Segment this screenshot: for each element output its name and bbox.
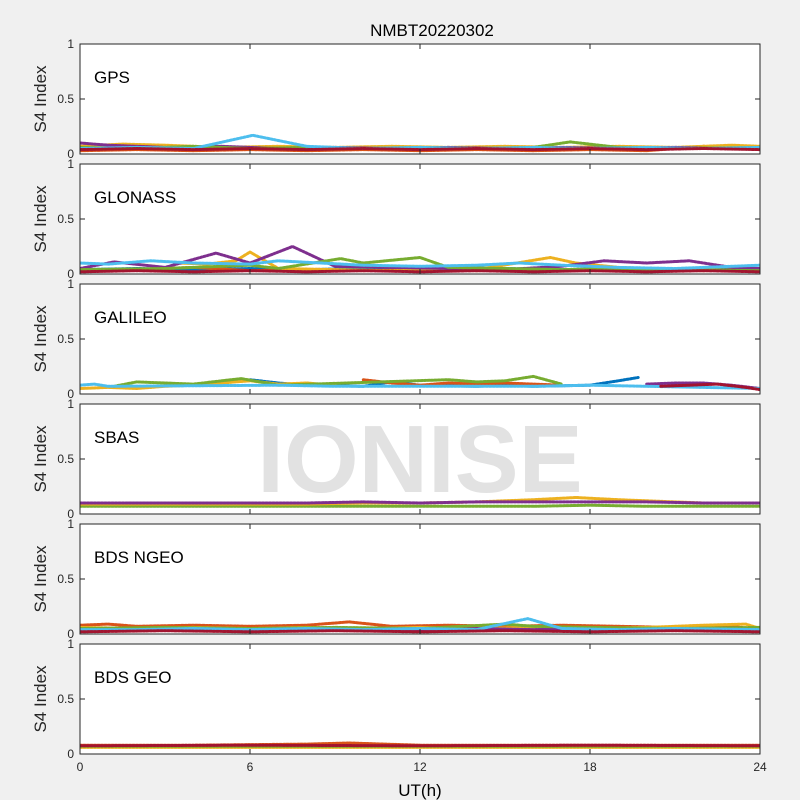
series-line (80, 617, 760, 632)
series-group (80, 496, 760, 508)
chart-title: NMBT20220302 (370, 21, 494, 40)
y-tick-label: 0.5 (57, 332, 74, 346)
y-tick-label: 0 (67, 267, 74, 281)
series-group (80, 741, 760, 749)
plot-area (80, 404, 760, 514)
y-tick-label: 0.5 (57, 692, 74, 706)
x-tick-label: 0 (77, 760, 84, 774)
plot-area (80, 644, 760, 754)
y-tick-label: 0.5 (57, 452, 74, 466)
y-tick-label: 1 (67, 157, 74, 171)
series-line (80, 503, 760, 508)
series-line (361, 378, 564, 387)
y-tick-label: 0.5 (57, 92, 74, 106)
y-tick-label: 0.5 (57, 572, 74, 586)
panels-group: 0 0.5 1 S4 Index GPS 0 0.5 1 S4 Index GLONASS 0 0.5… (31, 37, 767, 774)
y-axis-label: S4 Index (31, 545, 50, 613)
y-tick-label: 0 (67, 387, 74, 401)
series-line (112, 374, 564, 388)
panel-1: 0 0.5 1 S4 Index GLONASS (31, 157, 761, 281)
y-tick-label: 0 (67, 507, 74, 521)
plot-area (80, 164, 760, 274)
y-tick-label: 0 (67, 147, 74, 161)
y-tick-label: 1 (67, 397, 74, 411)
series-group (80, 374, 760, 392)
series-group (80, 133, 760, 153)
panel-0: 0 0.5 1 S4 Index GPS (31, 37, 761, 161)
panel-label: GPS (94, 68, 130, 87)
watermark: IONISE (257, 406, 582, 513)
y-axis-label: S4 Index (31, 65, 50, 133)
y-tick-label: 0 (67, 747, 74, 761)
panel-label: BDS NGEO (94, 548, 184, 567)
plot-area (80, 284, 760, 394)
y-tick-label: 0.5 (57, 212, 74, 226)
panel-4: 0 0.5 1 S4 Index BDS NGEO (31, 517, 761, 641)
panel-label: GALILEO (94, 308, 167, 327)
y-axis-label: S4 Index (31, 425, 50, 493)
series-group (80, 245, 760, 274)
y-axis-label: S4 Index (31, 305, 50, 373)
y-tick-label: 1 (67, 277, 74, 291)
panel-5: 0 0.5 1 S4 Index BDS GEO (31, 637, 761, 761)
x-tick-label: 6 (247, 760, 254, 774)
y-tick-label: 0 (67, 627, 74, 641)
y-tick-label: 1 (67, 637, 74, 651)
series-line (80, 500, 760, 505)
plot-area (80, 44, 760, 154)
y-tick-label: 1 (67, 517, 74, 531)
panel-2: 0 0.5 1 S4 Index GALILEO (31, 277, 761, 401)
panel-label: BDS GEO (94, 668, 171, 687)
panel-label: SBAS (94, 428, 139, 447)
x-tick-label: 12 (413, 760, 427, 774)
panel-label: GLONASS (94, 188, 176, 207)
x-tick-label: 18 (583, 760, 597, 774)
plot-area (80, 524, 760, 634)
series-line (80, 259, 760, 270)
x-axis-label: UT(h) (398, 781, 441, 800)
series-line (659, 382, 760, 392)
series-line (80, 743, 760, 748)
y-tick-label: 1 (67, 37, 74, 51)
x-tick-label: 24 (753, 760, 767, 774)
series-line (80, 245, 760, 272)
y-axis-label: S4 Index (31, 665, 50, 733)
y-axis-label: S4 Index (31, 185, 50, 253)
panel-3: IONISE 0 0.5 1 S4 Index SBAS (31, 397, 761, 521)
